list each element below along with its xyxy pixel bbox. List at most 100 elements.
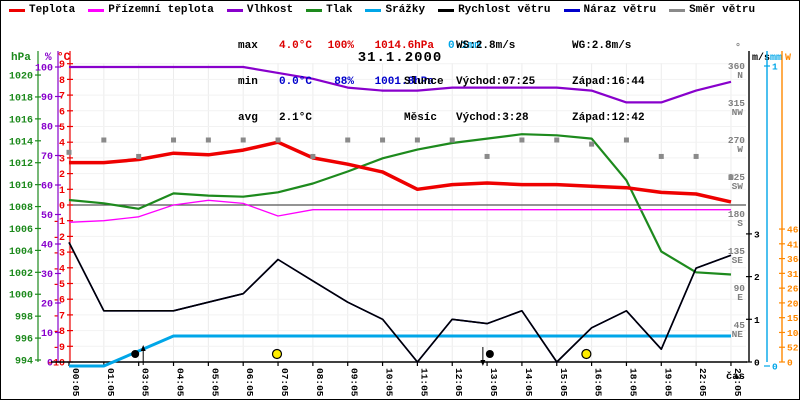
svg-text:00:05: 00:05 [70, 368, 81, 397]
svg-text:998: 998 [15, 313, 33, 324]
moon-stats-row: Měsíc Východ:3:28 Západ:12:42 [404, 112, 682, 124]
legend-label: Srážky [385, 4, 426, 16]
svg-text:03:05: 03:05 [140, 368, 151, 397]
svg-text:180: 180 [728, 209, 745, 220]
svg-text:208: 208 [787, 298, 800, 309]
series-vlhkost [69, 65, 732, 104]
legend-dash-icon [226, 8, 243, 12]
svg-text:-8: -8 [53, 327, 65, 338]
svg-text:19:05: 19:05 [662, 368, 673, 397]
svg-text:hPa: hPa [11, 52, 31, 64]
svg-text:1004: 1004 [9, 247, 33, 258]
svg-text:08:05: 08:05 [314, 368, 325, 397]
legend-dash-icon [9, 8, 25, 12]
max-temp: 4.0°C [278, 40, 312, 52]
svg-text:10:05: 10:05 [384, 368, 395, 397]
svg-text:NE: NE [732, 329, 744, 340]
svg-text:52: 52 [787, 343, 799, 354]
svg-text:13:05: 13:05 [488, 368, 499, 397]
moonrise-marker [131, 345, 146, 365]
axis-mm: 0 1mm [764, 51, 782, 373]
wind-speed-stat: WS:2.8m/s [456, 40, 516, 52]
sunset-time: Západ:16:44 [572, 76, 645, 88]
svg-text:m/s: m/s [752, 52, 770, 64]
svg-text:-4: -4 [53, 264, 65, 275]
svg-text:°C: °C [57, 52, 71, 64]
min-humidity: 88% [334, 76, 354, 88]
legend-item-4: Srážky [365, 4, 425, 16]
axis-w: 0 52 104 156 208 260 312 364 416 468 W [779, 51, 800, 369]
svg-text:1010: 1010 [9, 181, 33, 192]
svg-text:364: 364 [787, 254, 800, 265]
svg-text:mm: mm [770, 53, 782, 64]
svg-text:04:05: 04:05 [175, 368, 186, 397]
svg-text:20: 20 [41, 300, 53, 311]
legend-label: Rychlost větru [458, 4, 551, 16]
svg-text:8: 8 [59, 76, 65, 87]
legend-dash-icon [365, 8, 382, 12]
svg-text:14:05: 14:05 [523, 368, 534, 397]
svg-text:45: 45 [734, 320, 746, 331]
legend-item-0: Teplota [9, 4, 75, 16]
wind-gust-stat: WG:2.8m/s [572, 40, 632, 52]
svg-text:1: 1 [754, 315, 760, 326]
series-prizemni-teplota [68, 199, 731, 223]
axis-hpa: 994 996 998 1000 1002 1004 1006 1008 1010 1012 101… [9, 51, 41, 368]
svg-text:50: 50 [41, 211, 53, 222]
svg-text:°: ° [735, 42, 741, 54]
svg-text:1016: 1016 [9, 115, 33, 126]
svg-text:416: 416 [787, 239, 800, 250]
svg-text:11:05: 11:05 [418, 368, 429, 397]
svg-text:1018: 1018 [9, 93, 33, 104]
x-axis: 00:05 01:05 03:05 04:05 05:05 06:05 07:05 08:05… [51, 361, 747, 397]
svg-text:0: 0 [754, 358, 760, 369]
svg-text:-1: -1 [53, 217, 65, 228]
min-label: min [238, 76, 258, 88]
svg-text:70: 70 [41, 152, 53, 163]
legend-dash-icon [669, 8, 686, 12]
svg-text:1020: 1020 [9, 72, 33, 83]
svg-text:%: % [45, 52, 52, 64]
svg-text:2: 2 [59, 170, 65, 181]
svg-text:05:05: 05:05 [209, 368, 220, 397]
svg-text:225: 225 [728, 172, 745, 183]
svg-text:09:05: 09:05 [349, 368, 360, 397]
chart-title-date: 31.1.2000 [357, 50, 443, 66]
moonset-time: Západ:12:42 [572, 112, 645, 124]
svg-text:18:05: 18:05 [627, 368, 638, 397]
svg-text:360: 360 [728, 61, 745, 72]
wind-stats-row: WS:2.8m/s WG:2.8m/s [404, 40, 682, 52]
max-precip: 0.1mm [448, 40, 482, 52]
axis-ms: 0 1 2 3 m/s [746, 51, 770, 369]
svg-text:-3: -3 [53, 249, 65, 260]
max-label: max [238, 40, 258, 52]
svg-text:23:05: 23:05 [732, 368, 743, 397]
svg-text:E: E [737, 292, 743, 303]
svg-text:100: 100 [35, 64, 53, 75]
svg-text:2: 2 [754, 272, 760, 283]
svg-text:S: S [737, 218, 743, 229]
series-smer-vetru [66, 137, 734, 180]
svg-text:10: 10 [41, 329, 53, 340]
svg-text:-2: -2 [53, 233, 65, 244]
svg-text:5: 5 [59, 123, 65, 134]
svg-text:60: 60 [41, 182, 53, 193]
svg-text:NW: NW [732, 107, 744, 118]
svg-text:16:05: 16:05 [593, 368, 604, 397]
series-srazky [69, 334, 731, 368]
axis-pct: 0 10 20 30 40 50 60 70 80 90 100% [35, 51, 61, 370]
min-pressure: 1001.8hPa [374, 76, 434, 88]
stats-minmax: max 4.0°C 100% 1014.6hPa 0.1mm min 0.0°C 88% 10… [238, 16, 500, 148]
svg-text:260: 260 [787, 284, 800, 295]
legend-dash-icon [88, 8, 105, 12]
legend-dash-icon [438, 8, 455, 12]
svg-text:270: 270 [728, 135, 745, 146]
svg-text:W: W [785, 53, 791, 64]
svg-text:0: 0 [59, 202, 65, 213]
svg-text:1002: 1002 [9, 269, 33, 280]
sun-label: Slunce [404, 76, 444, 88]
sun-stats-row: Slunce Východ:07:25 Západ:16:44 [404, 76, 682, 88]
svg-text:-10: -10 [47, 359, 65, 370]
